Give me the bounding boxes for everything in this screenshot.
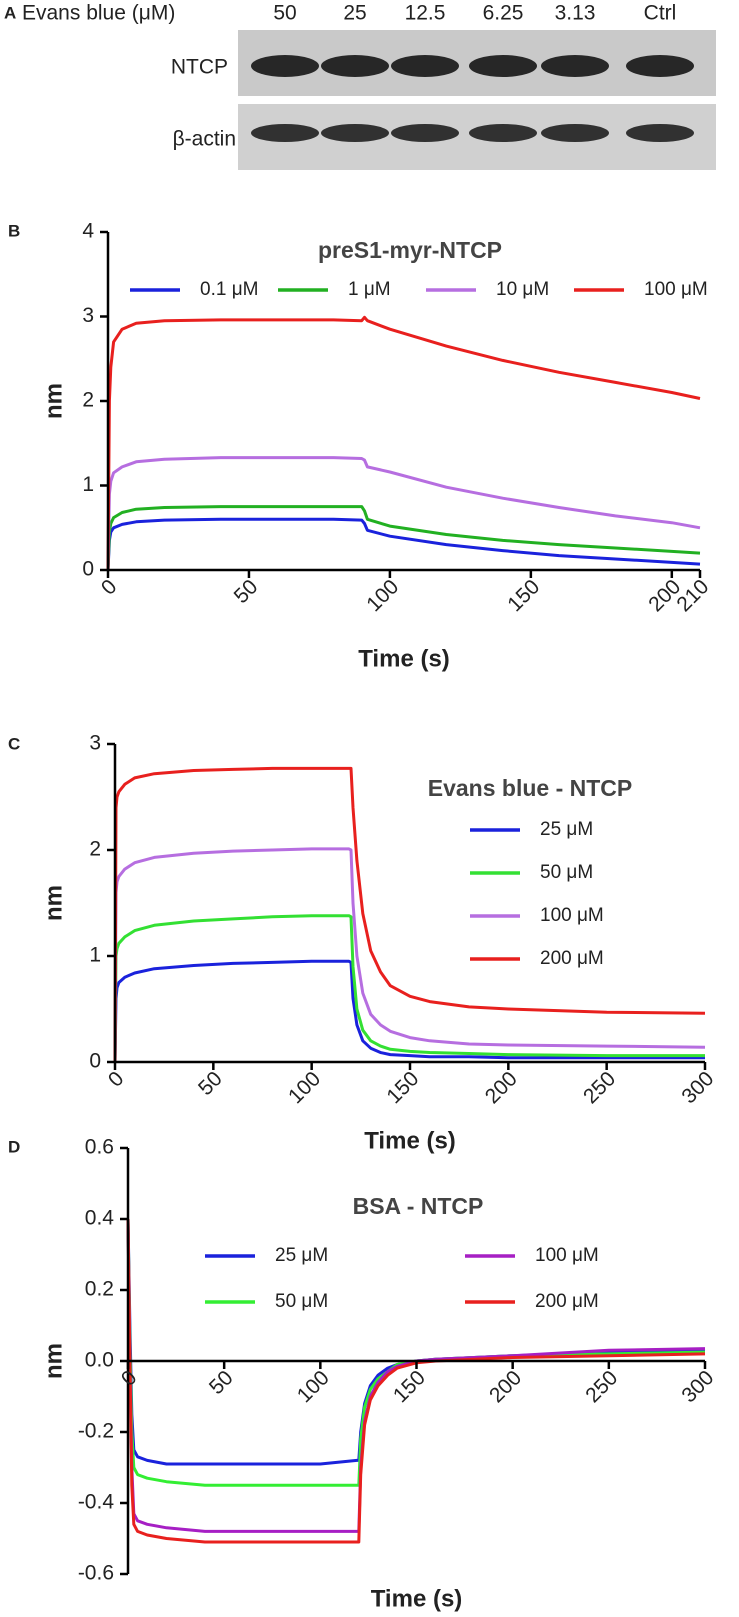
y-tick-label: 3 bbox=[89, 732, 101, 755]
blot-band bbox=[251, 55, 319, 77]
legend-label: 25 μM bbox=[275, 1245, 328, 1266]
y-tick-label: 1 bbox=[89, 944, 101, 967]
legend-label: 25 μM bbox=[540, 819, 593, 840]
legend-label: 100 μM bbox=[535, 1245, 599, 1266]
blot-lane-label: 12.5 bbox=[405, 2, 446, 25]
legend-label: 10 μM bbox=[496, 279, 549, 300]
panel-label: C bbox=[8, 734, 20, 753]
y-tick-label: 0.4 bbox=[85, 1207, 115, 1230]
panel-label: D bbox=[8, 1137, 20, 1156]
y-tick-label: 0.2 bbox=[85, 1278, 114, 1301]
blot-band bbox=[541, 124, 609, 142]
y-tick-label: 1 bbox=[82, 473, 94, 496]
data-line bbox=[106, 505, 701, 571]
y-tick-label: 3 bbox=[82, 304, 94, 327]
legend-label: 200 μM bbox=[540, 948, 604, 969]
x-axis-label: Time (s) bbox=[364, 1127, 456, 1154]
blot-row-label: NTCP bbox=[171, 56, 228, 79]
legend-label: 100 μM bbox=[644, 279, 708, 300]
blot-row-label: β-actin bbox=[173, 128, 236, 151]
y-tick-label: -0.2 bbox=[78, 1420, 114, 1443]
y-tick-label: 0 bbox=[89, 1050, 101, 1073]
blot-lane-label: 25 bbox=[343, 2, 366, 25]
blot-band bbox=[469, 55, 537, 77]
data-line bbox=[106, 517, 701, 571]
legend-label: 1 μM bbox=[348, 279, 391, 300]
chart-title: preS1-myr-NTCP bbox=[318, 237, 502, 263]
panel-label: A bbox=[4, 3, 16, 22]
y-axis-label: nm bbox=[40, 383, 67, 419]
legend-label: 50 μM bbox=[540, 862, 593, 883]
blot-band bbox=[391, 124, 459, 142]
y-tick-label: 2 bbox=[89, 838, 101, 861]
blot-lane-label: Ctrl bbox=[644, 2, 677, 25]
y-tick-label: 0.6 bbox=[85, 1136, 114, 1159]
blot-header: Evans blue (μM) bbox=[22, 2, 175, 25]
blot-band bbox=[469, 124, 537, 142]
x-axis-label: Time (s) bbox=[371, 1585, 463, 1612]
legend-label: 50 μM bbox=[275, 1291, 328, 1312]
y-tick-label: 0.0 bbox=[85, 1349, 114, 1372]
y-tick-label: -0.6 bbox=[78, 1562, 114, 1585]
y-axis-label: nm bbox=[40, 1343, 67, 1379]
y-axis-label: nm bbox=[40, 885, 67, 921]
data-line bbox=[113, 959, 705, 1063]
y-tick-label: 4 bbox=[82, 220, 94, 243]
legend-label: 0.1 μM bbox=[200, 279, 258, 300]
blot-band bbox=[626, 55, 694, 77]
blot-band bbox=[321, 55, 389, 77]
data-line bbox=[113, 766, 706, 1063]
blot-band bbox=[541, 55, 609, 77]
blot-lane-label: 6.25 bbox=[483, 2, 524, 25]
panel-label: B bbox=[8, 221, 20, 240]
blot-lane-label: 50 bbox=[273, 2, 296, 25]
data-line bbox=[106, 315, 701, 571]
legend-label: 200 μM bbox=[535, 1291, 599, 1312]
x-axis-label: Time (s) bbox=[358, 645, 450, 672]
data-line bbox=[106, 456, 701, 571]
chart-title: BSA - NTCP bbox=[353, 1193, 484, 1219]
blot-band bbox=[626, 124, 694, 142]
data-line bbox=[113, 914, 705, 1063]
blot-lane-label: 3.13 bbox=[555, 2, 596, 25]
blot-band bbox=[391, 55, 459, 77]
blot-band bbox=[251, 124, 319, 142]
legend-label: 100 μM bbox=[540, 905, 604, 926]
y-tick-label: -0.4 bbox=[78, 1491, 115, 1514]
y-tick-label: 0 bbox=[82, 558, 94, 581]
chart-title: Evans blue - NTCP bbox=[428, 775, 632, 801]
blot-band bbox=[321, 124, 389, 142]
data-line bbox=[113, 847, 706, 1063]
y-tick-label: 2 bbox=[82, 389, 94, 412]
